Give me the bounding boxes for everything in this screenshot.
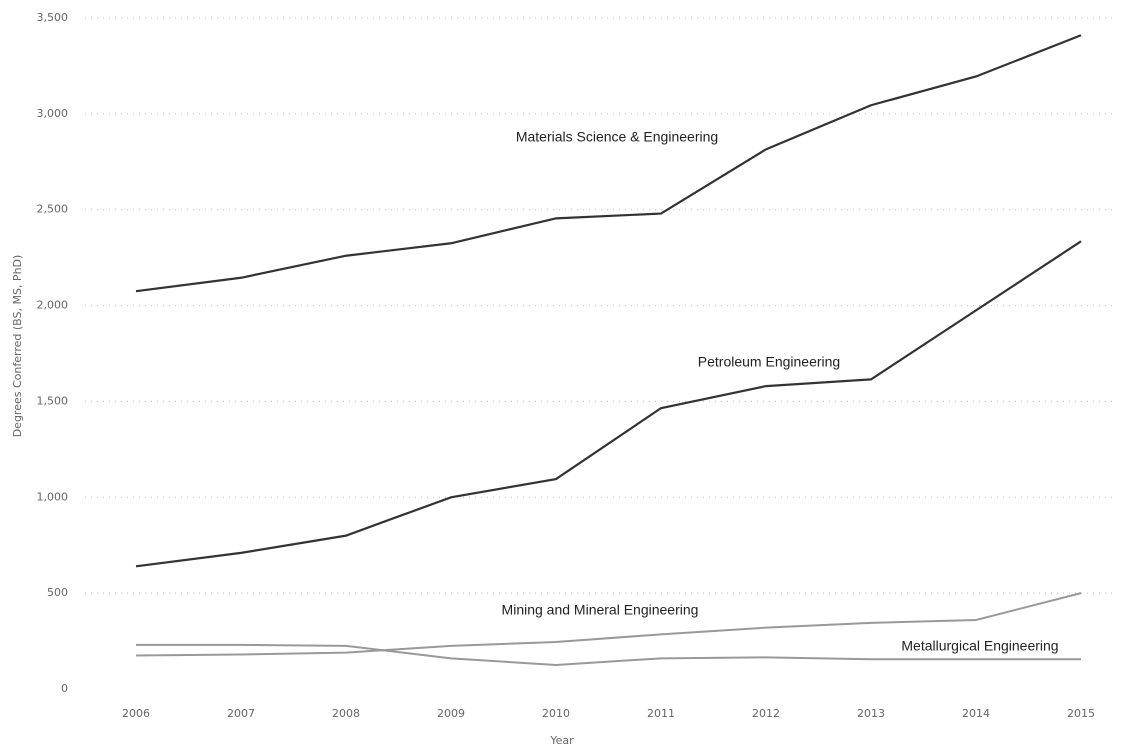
y-tick-label: 1,000 — [37, 490, 69, 503]
x-tick-label: 2015 — [1067, 707, 1095, 720]
y-tick-label: 2,500 — [37, 203, 69, 216]
x-axis-label: Year — [549, 734, 574, 747]
x-tick-label: 2014 — [962, 707, 990, 720]
x-tick-label: 2011 — [647, 707, 675, 720]
series-line — [135, 34, 1082, 293]
x-tick-label: 2009 — [437, 707, 465, 720]
y-axis-label: Degrees Conferred (BS, MS, PhD) — [11, 255, 24, 438]
y-tick-label: 3,000 — [37, 107, 69, 120]
y-tick-label: 0 — [61, 682, 68, 695]
x-tick-label: 2007 — [227, 707, 255, 720]
x-tick-label: 2008 — [332, 707, 360, 720]
y-tick-label: 1,500 — [37, 394, 69, 407]
x-tick-label: 2013 — [857, 707, 885, 720]
x-tick-label: 2012 — [752, 707, 780, 720]
series-label: Metallurgical Engineering — [901, 638, 1058, 654]
y-tick-label: 500 — [47, 586, 68, 599]
series-line — [136, 643, 1081, 667]
series-label: Petroleum Engineering — [698, 354, 840, 370]
y-tick-label: 3,500 — [37, 11, 69, 24]
x-tick-label: 2006 — [122, 707, 150, 720]
x-tick-label: 2010 — [542, 707, 570, 720]
series-line — [135, 592, 1082, 657]
y-tick-label: 2,000 — [37, 299, 69, 312]
series-label: Mining and Mineral Engineering — [502, 602, 699, 618]
series-line — [135, 240, 1082, 568]
series-label: Materials Science & Engineering — [516, 129, 718, 145]
